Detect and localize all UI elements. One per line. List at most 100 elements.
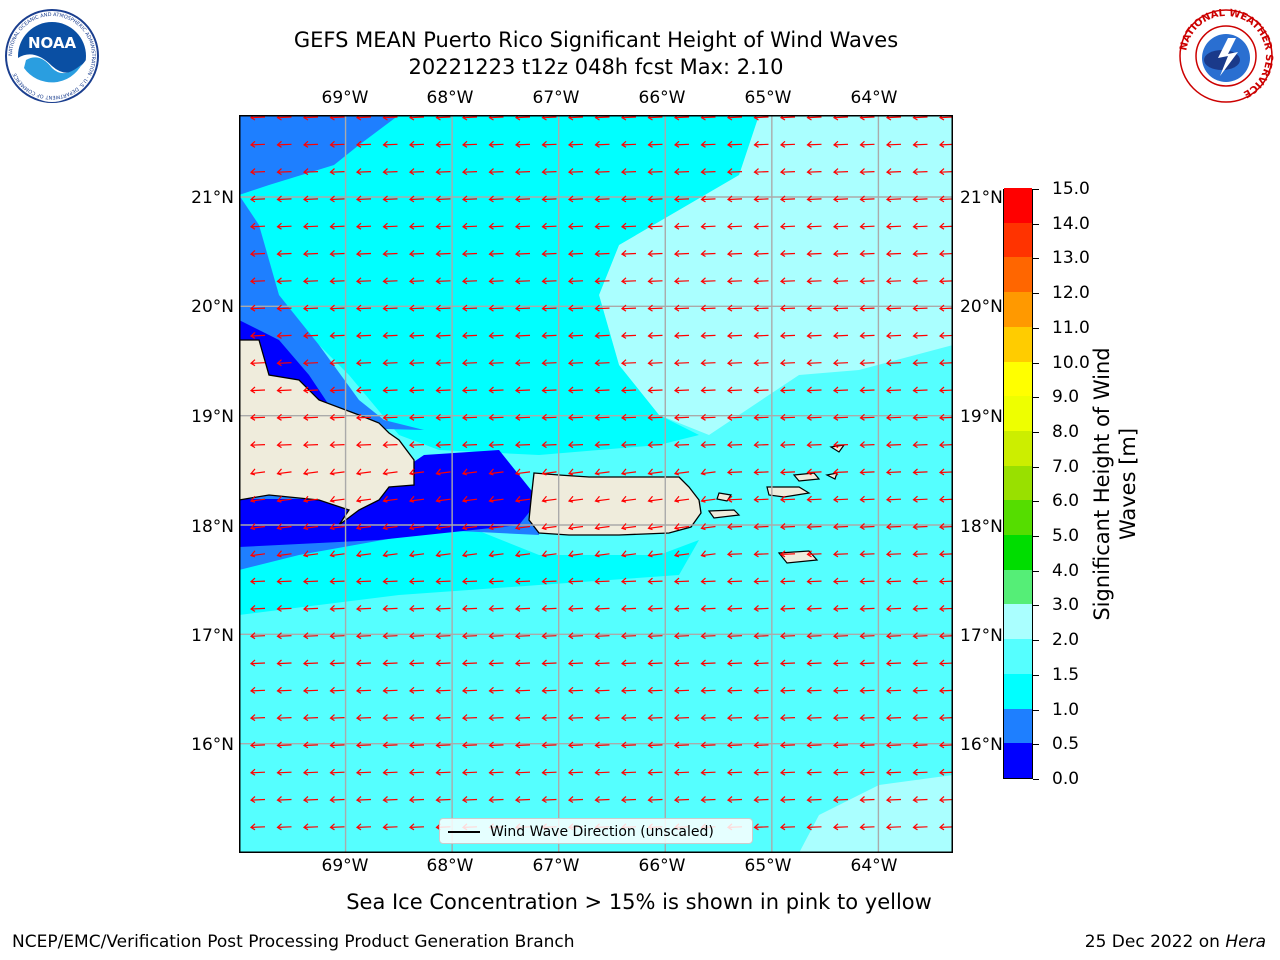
wave-direction-arrow	[302, 768, 319, 776]
wave-direction-arrow	[806, 468, 822, 476]
wave-direction-arrow	[620, 386, 637, 394]
wave-direction-arrow	[302, 577, 319, 585]
wave-direction-arrow	[753, 222, 769, 230]
colorbar-segment	[1004, 673, 1032, 709]
wave-direction-arrow	[276, 632, 292, 640]
wave-direction-arrow	[567, 140, 584, 148]
colorbar-tick-label: 0.5	[1052, 734, 1080, 755]
wave-direction-arrow	[355, 741, 372, 749]
wave-direction-arrow	[753, 550, 769, 558]
wave-direction-arrow	[355, 632, 372, 640]
wave-direction-arrow	[488, 714, 504, 722]
wave-direction-arrow	[461, 659, 478, 667]
wave-direction-arrow	[885, 659, 902, 667]
wave-direction-arrow	[329, 823, 345, 831]
wave-direction-arrow	[912, 550, 928, 558]
wave-direction-arrow	[276, 550, 292, 558]
wave-direction-arrow	[408, 331, 425, 339]
wave-direction-arrow	[726, 523, 743, 531]
wave-direction-arrow	[620, 304, 637, 312]
wave-direction-arrow	[806, 796, 822, 804]
wave-direction-arrow	[408, 659, 425, 667]
wave-direction-arrow	[355, 168, 372, 176]
wave-direction-arrow	[885, 331, 902, 339]
wave-direction-arrow	[753, 714, 769, 722]
wave-direction-arrow	[249, 277, 266, 285]
wave-direction-arrow	[461, 168, 478, 176]
wave-direction-arrow	[912, 686, 928, 694]
colorbar-tick-label: 11.0	[1052, 317, 1090, 338]
colorbar-tick-label: 12.0	[1052, 283, 1090, 304]
wave-direction-arrow	[700, 413, 716, 421]
wave-direction-arrow	[355, 195, 372, 203]
wave-direction-arrow	[435, 359, 451, 367]
wave-direction-arrow	[488, 523, 504, 531]
colorbar-segment	[1004, 465, 1032, 501]
wave-direction-arrow	[329, 632, 345, 640]
legend-line-swatch	[448, 831, 480, 833]
wave-direction-arrow	[329, 386, 345, 394]
wave-direction-arrow	[647, 632, 663, 640]
wave-direction-arrow	[912, 277, 928, 285]
colorbar-label-line2: Waves [m]	[1116, 427, 1140, 541]
wave-direction-arrow	[302, 277, 319, 285]
wave-direction-arrow	[700, 550, 716, 558]
wave-direction-arrow	[647, 659, 663, 667]
wave-direction-arrow	[726, 195, 743, 203]
wave-direction-arrow	[302, 823, 319, 831]
wave-direction-arrow	[912, 413, 928, 421]
wave-direction-arrow	[700, 768, 716, 776]
wave-direction-arrow	[779, 441, 796, 449]
wave-direction-arrow	[329, 550, 345, 558]
wave-direction-arrow	[302, 468, 319, 476]
wave-direction-arrow	[488, 686, 504, 694]
wave-direction-arrow	[594, 468, 610, 476]
wave-direction-arrow	[382, 632, 398, 640]
wave-direction-arrow	[461, 523, 478, 531]
wave-direction-arrow	[435, 277, 451, 285]
wave-direction-arrow	[806, 168, 822, 176]
wave-direction-arrow	[806, 195, 822, 203]
wave-direction-arrow	[355, 250, 372, 258]
wave-direction-arrow	[806, 359, 822, 367]
wave-direction-arrow	[382, 604, 398, 612]
colorbar-tick-label: 15.0	[1052, 179, 1090, 199]
colorbar-tick-mark	[1033, 640, 1039, 642]
wave-direction-arrow	[302, 495, 319, 503]
wave-direction-arrow	[355, 686, 372, 694]
wave-direction-arrow	[382, 359, 398, 367]
sea-ice-note-text: Sea Ice Concentration > 15% is shown in …	[346, 890, 932, 914]
wave-direction-arrow	[514, 195, 531, 203]
wave-direction-arrow	[249, 250, 266, 258]
wave-direction-arrow	[806, 686, 822, 694]
wave-direction-arrow	[594, 604, 610, 612]
wave-direction-arrow	[408, 222, 425, 230]
wave-direction-arrow	[806, 714, 822, 722]
wave-direction-arrow	[832, 250, 849, 258]
wave-direction-arrow	[276, 168, 292, 176]
wave-direction-arrow	[806, 140, 822, 148]
wave-direction-arrow	[885, 413, 902, 421]
wave-direction-arrow	[541, 714, 557, 722]
wave-direction-arrow	[567, 577, 584, 585]
wave-direction-arrow	[647, 441, 663, 449]
wave-direction-arrow	[382, 250, 398, 258]
wave-direction-arrow	[488, 195, 504, 203]
wave-direction-arrow	[382, 686, 398, 694]
wave-direction-arrow	[647, 250, 663, 258]
wave-direction-arrow	[885, 768, 902, 776]
wave-direction-arrow	[832, 550, 849, 558]
wave-direction-arrow	[673, 659, 690, 667]
wave-direction-arrow	[514, 222, 531, 230]
wave-direction-arrow	[541, 659, 557, 667]
wave-direction-arrow	[276, 277, 292, 285]
colorbar-segment	[1004, 499, 1032, 536]
wave-direction-arrow	[779, 523, 796, 531]
colorbar-tick-mark	[1033, 258, 1039, 260]
wave-direction-arrow	[753, 523, 769, 531]
wave-direction-arrow	[594, 523, 610, 531]
wave-direction-arrow	[700, 495, 716, 503]
wave-direction-arrow	[753, 495, 769, 503]
wave-direction-arrow	[859, 168, 875, 176]
wave-direction-arrow	[461, 714, 478, 722]
